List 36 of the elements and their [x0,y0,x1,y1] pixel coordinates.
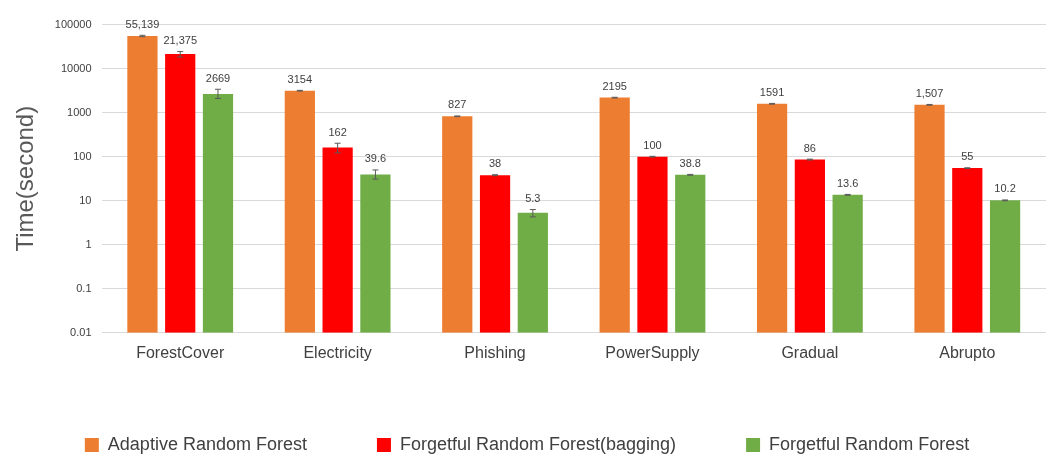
data-label: 55 [961,150,974,163]
data-label: 38 [488,157,502,170]
y-tick-label: 0.1 [76,281,92,294]
x-tick-label: Electricity [303,343,372,361]
data-label: 3154 [287,72,313,85]
data-label: 2669 [205,71,231,84]
data-label: 21,375 [163,34,198,47]
data-label: 100 [643,138,662,151]
data-label: 1591 [759,85,785,98]
y-tick-label: 1000 [67,105,92,118]
legend-label: Forgetful Random Forest(bagging) [399,433,677,454]
data-label: 39.6 [364,152,387,165]
data-label: 55,139 [125,17,160,30]
data-label: 38.8 [679,156,701,169]
y-tick-label: 10 [79,193,92,206]
legend-label: Forgetful Random Forest [769,433,970,454]
y-tick-label: 100000 [54,17,92,30]
legend-label: Adaptive Random Forest [107,433,307,454]
data-label: 10.2 [994,182,1016,195]
data-label: 162 [328,125,347,138]
y-tick-label: 10000 [60,61,92,74]
y-tick-label: 0.01 [70,325,92,338]
x-tick-label: PowerSupply [605,343,700,361]
data-label: 86 [803,141,816,154]
y-tick-label: 1 [85,237,92,250]
y-tick-label: 100 [73,149,92,162]
data-label: 827 [448,98,467,111]
x-tick-label: Abrupto [939,343,996,361]
x-tick-label: Phishing [464,343,526,361]
data-label: 5.3 [525,192,541,205]
data-label: 13.6 [836,176,859,189]
x-tick-label: ForestCover [136,343,225,361]
data-label: 2195 [602,79,627,92]
data-label: 1,507 [915,86,944,99]
x-tick-label: Gradual [781,343,839,361]
y-axis-title: Time(second) [11,105,39,252]
